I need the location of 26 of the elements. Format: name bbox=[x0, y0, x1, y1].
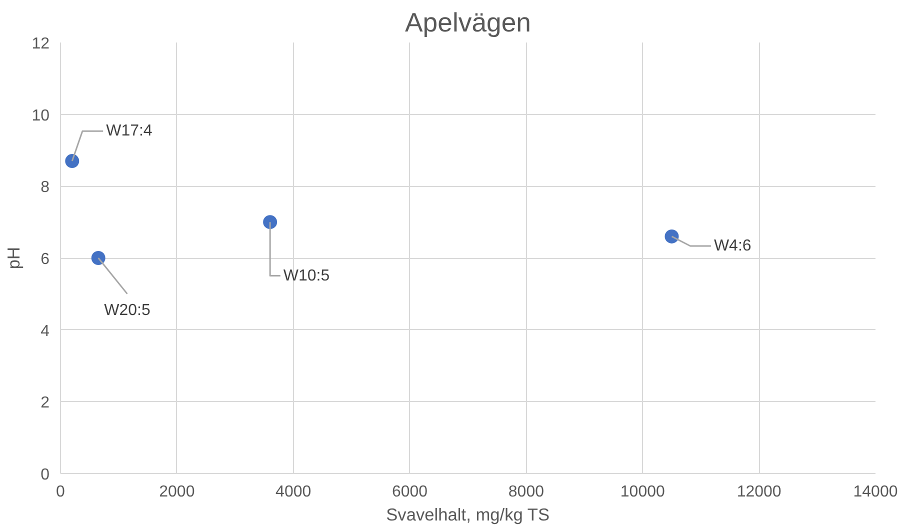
y-tick-label: 6 bbox=[40, 251, 50, 268]
x-tick-label: 8000 bbox=[508, 484, 544, 500]
x-tick-label: 2000 bbox=[159, 484, 195, 500]
y-tick-label: 2 bbox=[40, 394, 50, 412]
y-tick-label: 4 bbox=[40, 322, 50, 340]
point bbox=[91, 251, 106, 265]
y-tick-label: 0 bbox=[40, 466, 50, 484]
annotation: W4:6 bbox=[714, 238, 752, 254]
x-tick-label: 4000 bbox=[276, 484, 312, 500]
x-tick-label: 0 bbox=[56, 484, 66, 500]
y-tick-label: 10 bbox=[32, 107, 50, 124]
chart-title: Apelvägen bbox=[405, 8, 531, 38]
x-tick-label: 10000 bbox=[620, 484, 665, 500]
annotation: W10:5 bbox=[283, 267, 330, 284]
point bbox=[65, 154, 80, 168]
x-axis-title: Svavelhalt, mg/kg TS bbox=[386, 504, 550, 524]
y-tick-label: 8 bbox=[40, 179, 50, 196]
y-axis-title: pH bbox=[4, 246, 24, 270]
y-tick-label: 12 bbox=[32, 36, 50, 52]
x-tick-label: 14000 bbox=[853, 484, 898, 500]
point bbox=[263, 215, 278, 230]
point bbox=[664, 229, 679, 244]
annotation: W17:4 bbox=[106, 122, 152, 140]
x-tick-label: 12000 bbox=[736, 484, 782, 500]
x-tick-label: 6000 bbox=[392, 484, 428, 500]
annotation: W20:5 bbox=[104, 302, 150, 319]
